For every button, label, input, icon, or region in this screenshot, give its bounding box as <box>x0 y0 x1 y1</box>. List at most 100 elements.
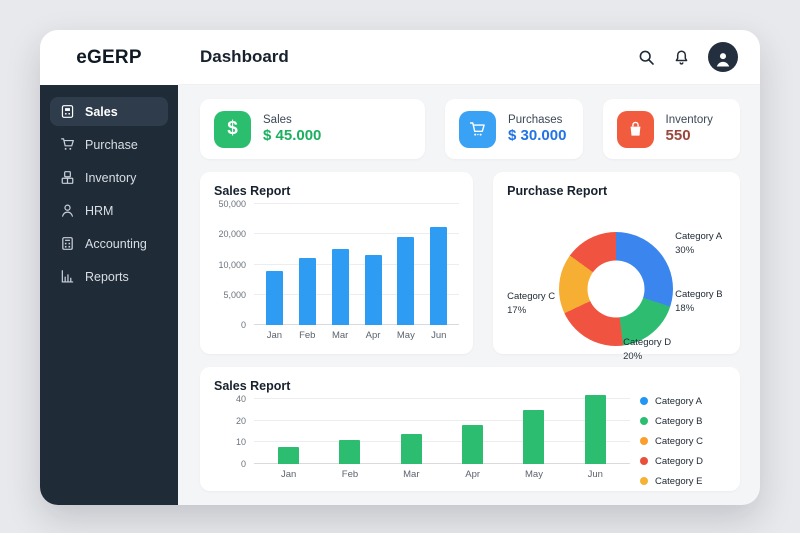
bar-feb <box>339 440 361 464</box>
bar-jun <box>430 227 448 325</box>
y-tick-label: 0 <box>240 459 246 469</box>
sales-report-bottom-card: Sales Report 0 10 20 40 Jan Feb Mar Apr May Jun … <box>200 367 740 491</box>
bar-feb <box>298 258 316 325</box>
bar-column <box>565 395 626 464</box>
stat-value: $ 45.000 <box>263 127 322 144</box>
stats-row: $ Sales $ 45.000 <box>200 99 740 159</box>
search-icon[interactable] <box>638 49 655 66</box>
bar-apr <box>462 425 484 464</box>
cart-icon <box>459 110 497 148</box>
app-window: eGERP Dashboard <box>40 30 760 505</box>
sidebar-item-sales[interactable]: Sales <box>50 97 168 126</box>
chart-legend: Category A Category B Category C Category D… <box>630 395 726 487</box>
legend-dot <box>640 417 648 425</box>
sales-bar-chart-monthly: 0 10 20 40 Jan Feb Mar Apr May Jun <box>214 394 630 481</box>
sidebar-item-label: Sales <box>85 104 118 119</box>
header: Dashboard <box>178 30 760 85</box>
charts-row: Sales Report 0 5,000 10,000 20,000 50,000 Ja… <box>200 172 740 362</box>
sales-icon <box>61 105 74 118</box>
avatar[interactable] <box>708 42 738 72</box>
legend-label: Category A <box>655 395 702 407</box>
donut-label-category-d: Category D 20% <box>623 337 672 362</box>
bar-column <box>324 204 357 325</box>
page-title: Dashboard <box>200 47 289 66</box>
legend-item-category-b: Category B <box>640 416 726 427</box>
x-tick-label: Apr <box>465 469 481 480</box>
bar-column <box>258 204 291 325</box>
bar-column <box>258 399 319 464</box>
bar-may <box>397 237 415 325</box>
gridline <box>254 233 460 235</box>
gridline <box>254 324 460 325</box>
legend-dot <box>640 437 648 445</box>
gridline <box>254 203 460 204</box>
accounting-icon <box>62 237 73 250</box>
sidebar-item-purchase[interactable]: Purchase <box>50 130 168 159</box>
bar-column <box>357 204 390 325</box>
y-tick-label: 5,000 <box>223 289 246 300</box>
sidebar-item-inventory[interactable]: Inventory <box>50 163 168 192</box>
bar-mar <box>400 433 422 464</box>
purchase-icon <box>61 138 74 150</box>
x-tick-label: Feb <box>299 330 316 341</box>
sidebar-item-accounting[interactable]: Accounting <box>50 229 168 258</box>
stat-value: $ 30.000 <box>508 127 567 144</box>
bar-may <box>523 409 545 464</box>
x-axis: Jan Feb Mar Apr May Jun <box>254 325 459 342</box>
bottom-chart-body: 0 10 20 40 Jan Feb Mar Apr May Jun Category A Cat… <box>214 394 726 487</box>
reports-icon <box>61 270 74 283</box>
plot-area <box>254 395 630 464</box>
purchase-donut-chart: Category A 30% Category B 18% Category D 20% C… <box>507 204 726 362</box>
bar-column <box>291 204 324 325</box>
bar-jun <box>584 395 606 464</box>
y-axis: 0 5,000 10,000 20,000 50,000 <box>214 199 254 330</box>
app-logo: eGERP <box>76 46 142 68</box>
gridline <box>254 263 460 265</box>
bar-column <box>442 399 503 464</box>
sidebar-item-label: Reports <box>85 269 129 284</box>
stat-value: 550 <box>665 127 691 144</box>
sidebar: Sales Purchase Inventory <box>40 85 178 505</box>
x-tick-label: Jun <box>431 330 447 341</box>
donut-hole <box>587 260 645 318</box>
legend-label: Category E <box>655 475 703 487</box>
bell-icon[interactable] <box>673 49 690 66</box>
chart-title: Sales Report <box>214 379 291 393</box>
sales-report-card: Sales Report 0 5,000 10,000 20,000 50,000 Ja… <box>200 172 474 354</box>
stat-label: Sales <box>263 114 292 126</box>
logo-area: eGERP <box>40 30 178 85</box>
sidebar-item-reports[interactable]: Reports <box>50 262 168 291</box>
header-actions <box>638 42 738 72</box>
x-tick-label: Jun <box>587 469 603 480</box>
sidebar-item-hrm[interactable]: HRM <box>50 196 168 225</box>
stat-label: Inventory <box>665 114 713 126</box>
gridline <box>254 398 630 399</box>
donut-label-category-b: Category B 18% <box>675 289 723 314</box>
sidebar-item-label: HRM <box>85 203 114 218</box>
legend-label: Category D <box>655 455 704 467</box>
x-tick-label: Jan <box>266 330 283 341</box>
donut-ring <box>559 232 674 346</box>
bar-column <box>422 204 455 325</box>
y-axis: 0 10 20 40 <box>214 394 254 469</box>
plot-area <box>254 203 460 325</box>
bar-jan <box>278 446 300 464</box>
bar-mar <box>331 249 349 325</box>
sales-bar-chart: 0 5,000 10,000 20,000 50,000 Jan Feb Mar Apr May… <box>214 199 460 342</box>
stat-card-sales: $ Sales $ 45.000 <box>200 99 426 159</box>
y-tick-label: 20,000 <box>218 229 246 240</box>
donut-label-category-c: Category C 17% <box>507 291 556 316</box>
y-tick-label: 20 <box>235 415 246 426</box>
x-axis: Jan Feb Mar Apr May Jun <box>254 464 630 481</box>
sidebar-item-label: Accounting <box>85 236 147 251</box>
legend-dot <box>640 457 648 465</box>
x-tick-label: Jan <box>281 469 297 480</box>
dollar-icon: $ <box>214 110 251 148</box>
legend-item-category-d: Category D <box>640 456 726 467</box>
legend-item-category-c: Category C <box>640 436 726 447</box>
bar-column <box>389 204 422 325</box>
inventory-icon <box>61 171 74 184</box>
bar-column <box>381 399 442 464</box>
